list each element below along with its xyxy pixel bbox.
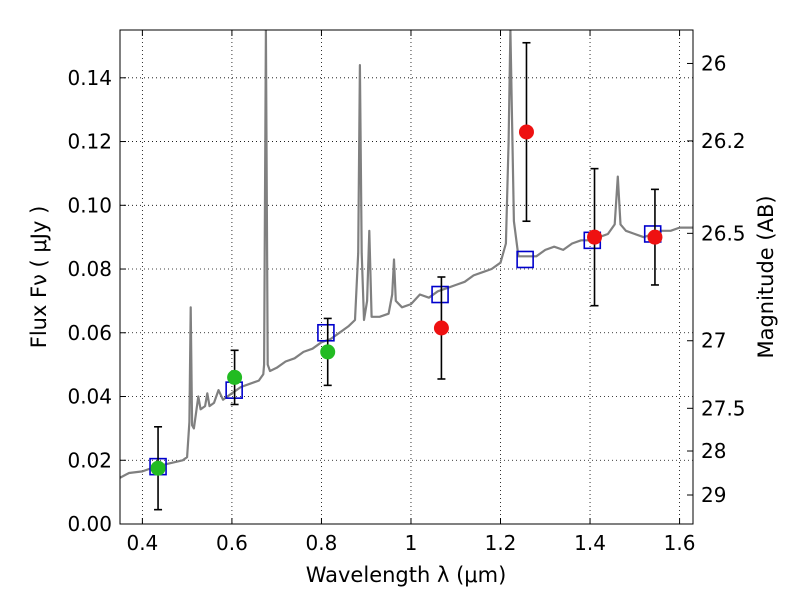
right-tick-label: 26.2 bbox=[701, 129, 746, 153]
axes-frame bbox=[119, 29, 694, 525]
x-tick-label: 0.4 bbox=[126, 531, 158, 555]
y-tick-label: 0.00 bbox=[67, 512, 112, 536]
y-tick-label: 0.06 bbox=[67, 321, 112, 345]
y-tick-label: 0.14 bbox=[67, 66, 112, 90]
plot-series bbox=[120, 30, 693, 511]
data-point bbox=[587, 229, 603, 245]
y-tick-label: 0.08 bbox=[67, 257, 112, 281]
data-point bbox=[433, 320, 449, 336]
right-tick-label: 28 bbox=[701, 439, 726, 463]
model-photometry-square bbox=[431, 285, 449, 304]
x-tick-label: 1 bbox=[405, 531, 418, 555]
y-tick-label: 0.04 bbox=[67, 385, 112, 409]
x-tick-label: 1.4 bbox=[574, 531, 606, 555]
model-photometry-square bbox=[516, 250, 534, 269]
y-tick-label: 0.02 bbox=[67, 448, 112, 472]
data-point bbox=[227, 369, 243, 385]
data-point bbox=[150, 460, 166, 476]
y-tick-label: 0.10 bbox=[67, 193, 112, 217]
x-tick-label: 1.6 bbox=[664, 531, 696, 555]
data-point bbox=[320, 344, 336, 360]
axis-ticks: 0.4 0.6 0.8 1 1.2 1.4 1.6 0.00 0.02 0.04 0.06 0.08 0… bbox=[67, 30, 746, 555]
right-tick-label: 26 bbox=[701, 51, 726, 75]
model-spectrum-line bbox=[120, 30, 693, 479]
grid-lines bbox=[120, 30, 693, 525]
data-point bbox=[518, 124, 534, 140]
model-photometry-square bbox=[317, 323, 335, 342]
y-axis-title: Flux Fν ( μJy ) bbox=[27, 206, 51, 349]
right-tick-label: 29 bbox=[701, 483, 726, 507]
x-tick-label: 1.2 bbox=[485, 531, 517, 555]
right-tick-label: 27.5 bbox=[701, 396, 746, 420]
y-tick-label: 0.12 bbox=[67, 130, 112, 154]
x-axis-title: Wavelength λ (μm) bbox=[306, 563, 507, 587]
x-tick-label: 0.8 bbox=[306, 531, 338, 555]
data-point bbox=[647, 229, 663, 245]
right-axis-title: Magnitude (AB) bbox=[754, 195, 778, 358]
right-tick-label: 26.5 bbox=[701, 221, 746, 245]
x-tick-label: 0.6 bbox=[216, 531, 248, 555]
right-tick-label: 27 bbox=[701, 329, 726, 353]
